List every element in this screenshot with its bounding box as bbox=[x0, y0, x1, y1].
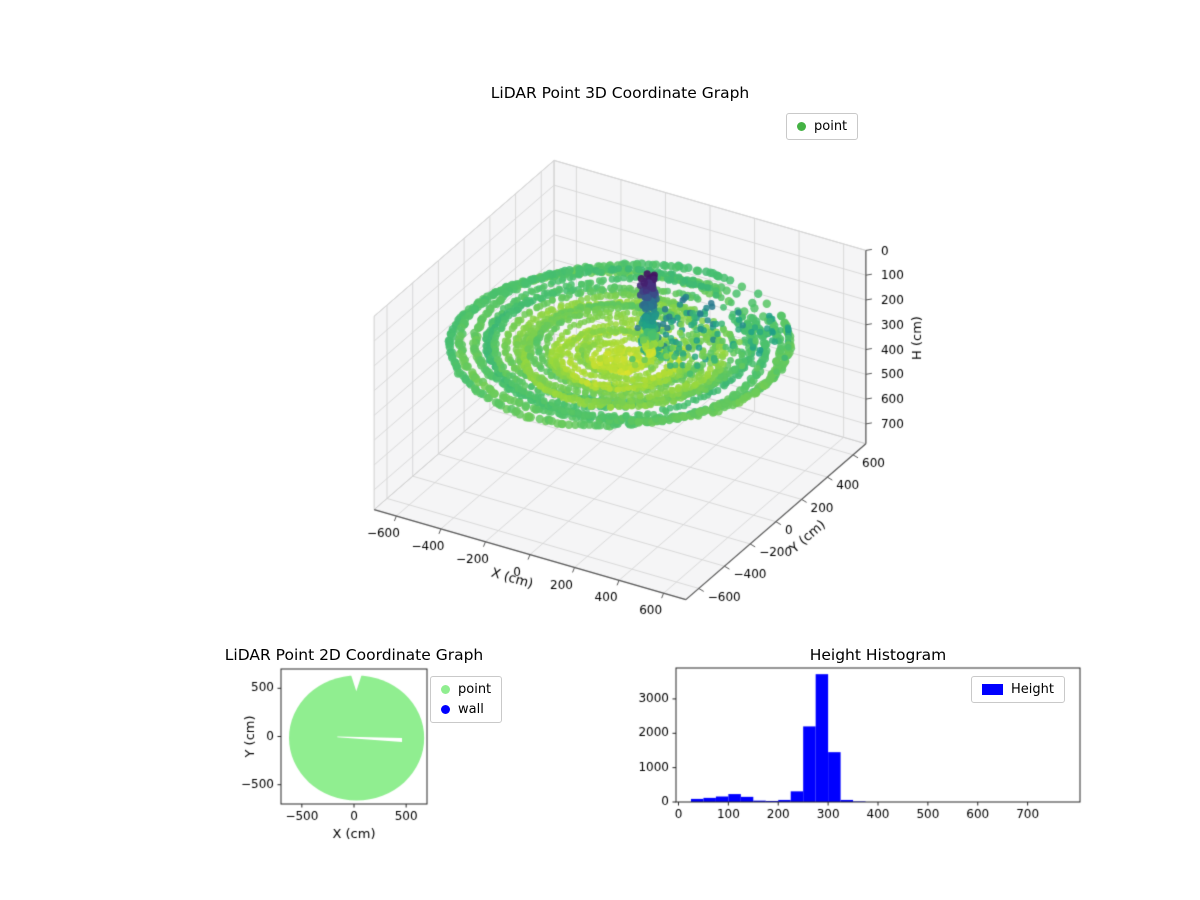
legend-label: wall bbox=[458, 702, 484, 717]
legend-label: point bbox=[458, 682, 492, 697]
point-marker-icon bbox=[441, 685, 450, 694]
plot2d-legend: point wall bbox=[430, 676, 503, 723]
plot2d-title: LiDAR Point 2D Coordinate Graph bbox=[224, 646, 484, 664]
legend-item-height: Height bbox=[982, 682, 1054, 697]
legend-item-point: point bbox=[441, 682, 491, 697]
height-patch-icon bbox=[982, 684, 1003, 695]
plot3d-title: LiDAR Point 3D Coordinate Graph bbox=[490, 84, 750, 102]
legend-label: point bbox=[814, 119, 848, 134]
legend-item-wall: wall bbox=[441, 702, 491, 717]
histogram-title: Height Histogram bbox=[809, 646, 947, 664]
legend-item-point: point bbox=[797, 119, 847, 134]
histogram-legend: Height bbox=[971, 676, 1065, 703]
plot3d-legend: point bbox=[786, 113, 859, 140]
point-marker-icon bbox=[797, 122, 806, 131]
legend-label: Height bbox=[1011, 682, 1054, 697]
wall-marker-icon bbox=[441, 705, 450, 714]
